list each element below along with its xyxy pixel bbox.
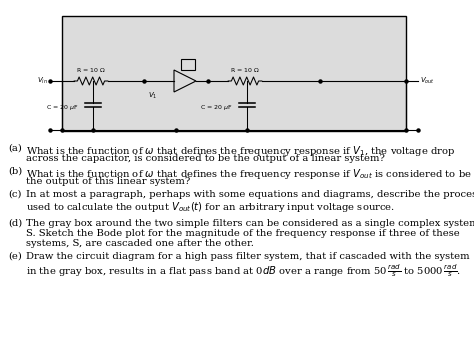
Bar xyxy=(181,59,195,70)
Text: across the capacitor, is considered to be the output of a linear system?: across the capacitor, is considered to b… xyxy=(26,154,385,163)
Text: In at most a paragraph, perhaps with some equations and diagrams, describe the p: In at most a paragraph, perhaps with som… xyxy=(26,190,474,199)
Text: (b): (b) xyxy=(8,167,22,176)
Text: (e): (e) xyxy=(8,252,22,261)
Text: R = 10 $\Omega$: R = 10 $\Omega$ xyxy=(76,66,106,74)
Text: (a): (a) xyxy=(8,144,22,153)
Text: C = 20 $\mu$F: C = 20 $\mu$F xyxy=(46,103,79,112)
Text: systems, S, are cascaded one after the other.: systems, S, are cascaded one after the o… xyxy=(26,239,254,248)
Text: $V_1$: $V_1$ xyxy=(148,91,157,101)
Text: (d): (d) xyxy=(8,219,22,228)
Text: the output of this linear system?: the output of this linear system? xyxy=(26,177,190,186)
Text: $V_{out}$: $V_{out}$ xyxy=(420,76,435,86)
Text: Draw the circuit diagram for a high pass filter system, that if cascaded with th: Draw the circuit diagram for a high pass… xyxy=(26,252,470,261)
Text: $V_{in}$: $V_{in}$ xyxy=(37,76,48,86)
Text: What is the function of $\omega$ that defines the frequency response if $V_1$, t: What is the function of $\omega$ that de… xyxy=(26,144,456,158)
Text: R = 10 $\Omega$: R = 10 $\Omega$ xyxy=(230,66,260,74)
Text: What is the function of $\omega$ that defines the frequency response if $V_{out}: What is the function of $\omega$ that de… xyxy=(26,167,472,181)
Text: S. Sketch the Bode plot for the magnitude of the frequency response if three of : S. Sketch the Bode plot for the magnitud… xyxy=(26,229,460,238)
Bar xyxy=(62,16,406,131)
Text: C = 20 $\mu$F: C = 20 $\mu$F xyxy=(201,103,233,112)
Text: (c): (c) xyxy=(8,190,21,199)
Text: in the gray box, results in a flat pass band at 0$dB$ over a range from 50$\,\fr: in the gray box, results in a flat pass … xyxy=(26,262,461,279)
Text: The gray box around the two simple filters can be considered as a single complex: The gray box around the two simple filte… xyxy=(26,219,474,228)
Text: used to calculate the output $V_{out}(t)$ for an arbitrary input voltage source.: used to calculate the output $V_{out}(t)… xyxy=(26,200,395,214)
